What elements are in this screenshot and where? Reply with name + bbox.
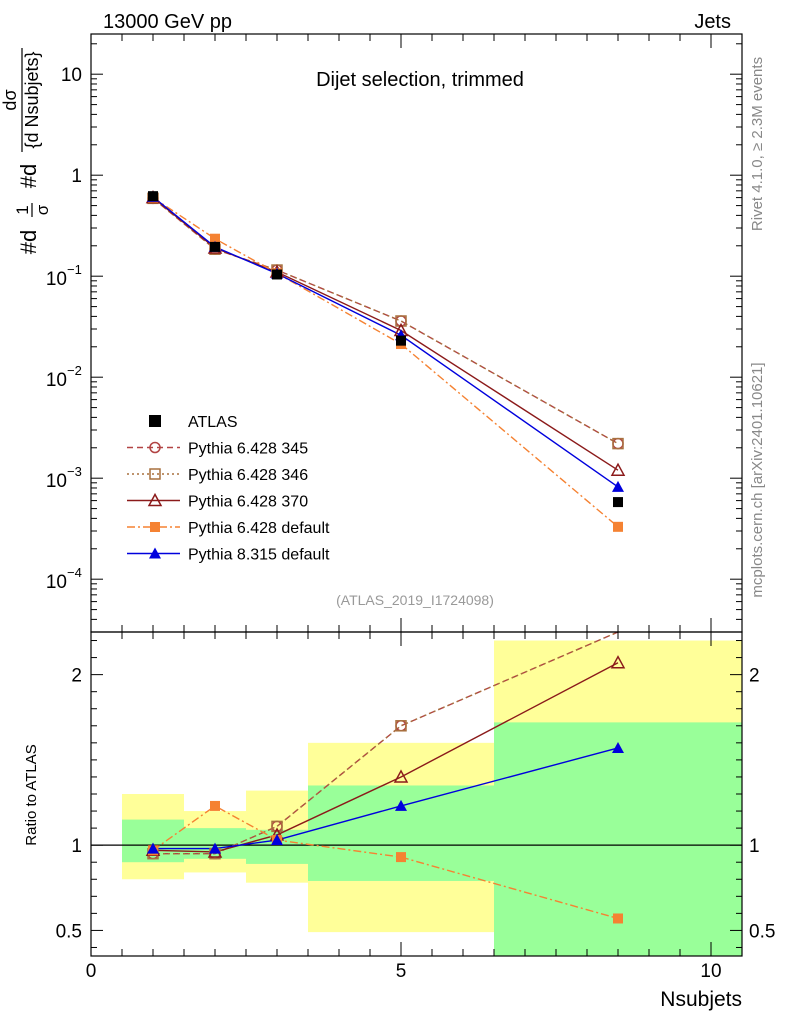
series-4-ratio-point <box>271 834 283 846</box>
series-4-ratio-point <box>612 741 624 753</box>
series-1-ratio-point <box>395 720 407 732</box>
header-right-label: Jets <box>694 11 731 33</box>
rivet-version-label: Rivet 4.1.0, ≥ 2.3M events <box>749 57 766 231</box>
y-tick-label: 1 <box>71 166 82 187</box>
legend-label-series-2: Pythia 6.428 370 <box>188 494 308 511</box>
atlas-data-point <box>148 191 158 202</box>
legend-label-series-3: Pythia 6.428 default <box>188 520 330 537</box>
series-3-ratio-point <box>210 800 220 811</box>
series-4-ratio-point <box>147 842 159 854</box>
atlas-data-point <box>396 335 406 346</box>
series-2-main-point <box>610 462 626 476</box>
series-1-ratio-line <box>153 632 619 855</box>
ratio-y-axis-label: Ratio to ATLAS <box>23 744 40 845</box>
y-tick-label-base: 10 <box>46 370 67 391</box>
legend-label-series-4: Pythia 8.315 default <box>188 547 330 564</box>
series-1-main-line <box>152 197 619 445</box>
ratio-tick-label-right: 2 <box>749 666 760 687</box>
x-tick-label: 0 <box>86 961 97 982</box>
series-2-ratio-point <box>610 655 626 669</box>
legend-marker-series-0 <box>149 441 161 454</box>
y-label-part-e: dσ <box>0 89 20 110</box>
y-label-part-b: 1 <box>13 205 32 214</box>
legend-marker-series-4 <box>149 547 161 559</box>
chart-title: Dijet selection, trimmed <box>316 69 524 91</box>
y-label-part-a: #d <box>16 230 41 254</box>
y-tick-label-exponent: −2 <box>67 363 82 378</box>
ratio-tick-label-right: 0.5 <box>749 921 775 942</box>
series-1-ratio-point <box>271 820 283 833</box>
legend-marker-series-3 <box>150 522 160 532</box>
series-1-main-point <box>612 437 624 450</box>
series-4-main-point <box>612 480 624 492</box>
legend-marker-series-1 <box>149 468 161 480</box>
series-4-ratio-point <box>209 842 221 854</box>
analysis-tag: (ATLAS_2019_I1724098) <box>336 592 494 608</box>
legend-marker-atlas <box>149 415 161 427</box>
ratio-tick-label-right: 1 <box>749 836 760 857</box>
series-3-main-point <box>613 521 623 532</box>
series-0-ratio-point <box>395 720 407 732</box>
series-markers <box>145 190 626 924</box>
legend-label-series-1: Pythia 6.428 346 <box>188 467 308 484</box>
y-label-part-f: {d Nsubjets} <box>22 51 42 148</box>
y-tick-label: 10 <box>61 65 82 86</box>
series-3-ratio-point <box>613 913 623 924</box>
uncertainty-bands <box>91 640 742 956</box>
legend-label-atlas: ATLAS <box>188 414 238 431</box>
uncertainty-band-inner <box>308 785 494 881</box>
legend: ATLAS Pythia 6.428 345 Pythia 6.428 346 Pyt… <box>127 414 330 564</box>
atlas-data-point <box>210 241 220 252</box>
y-tick-label-base: 10 <box>46 269 67 290</box>
series-3-main-point <box>210 233 220 244</box>
series-3-ratio-point <box>396 852 406 863</box>
x-axis-label: Nsubjets <box>660 988 742 1011</box>
y-tick-label-exponent: −3 <box>67 464 82 479</box>
y-tick-label-exponent: −4 <box>67 565 82 580</box>
series-4-ratio-point <box>395 799 407 811</box>
y-label-part-d: #d <box>16 164 41 188</box>
atlas-data-point <box>613 497 623 508</box>
ratio-tick-label-left: 0.5 <box>56 921 82 942</box>
series-2-ratio-point <box>393 769 409 783</box>
x-tick-label: 10 <box>700 961 721 982</box>
y-label-part-c: σ <box>33 204 52 215</box>
y-tick-label-base: 10 <box>46 572 67 593</box>
atlas-data-point <box>272 269 282 280</box>
series-0-main-line <box>152 197 619 445</box>
main-panel-frame <box>90 33 743 633</box>
main-y-axis-label: #d 1 σ #d dσ {d Nsubjets} <box>0 48 52 254</box>
legend-marker-series-2 <box>147 492 163 507</box>
x-tick-label: 5 <box>396 961 407 982</box>
ratio-tick-label-left: 2 <box>71 666 82 687</box>
y-tick-label-exponent: −1 <box>67 262 82 277</box>
series-0-main-point <box>612 437 624 450</box>
mcplots-credit-label: mcplots.cern.ch [arXiv:2401.10621] <box>749 362 766 597</box>
header-left-label: 13000 GeV pp <box>103 11 232 33</box>
ratio-tick-label-left: 1 <box>71 836 82 857</box>
legend-label-series-0: Pythia 6.428 345 <box>188 441 308 458</box>
y-tick-label-base: 10 <box>46 471 67 492</box>
